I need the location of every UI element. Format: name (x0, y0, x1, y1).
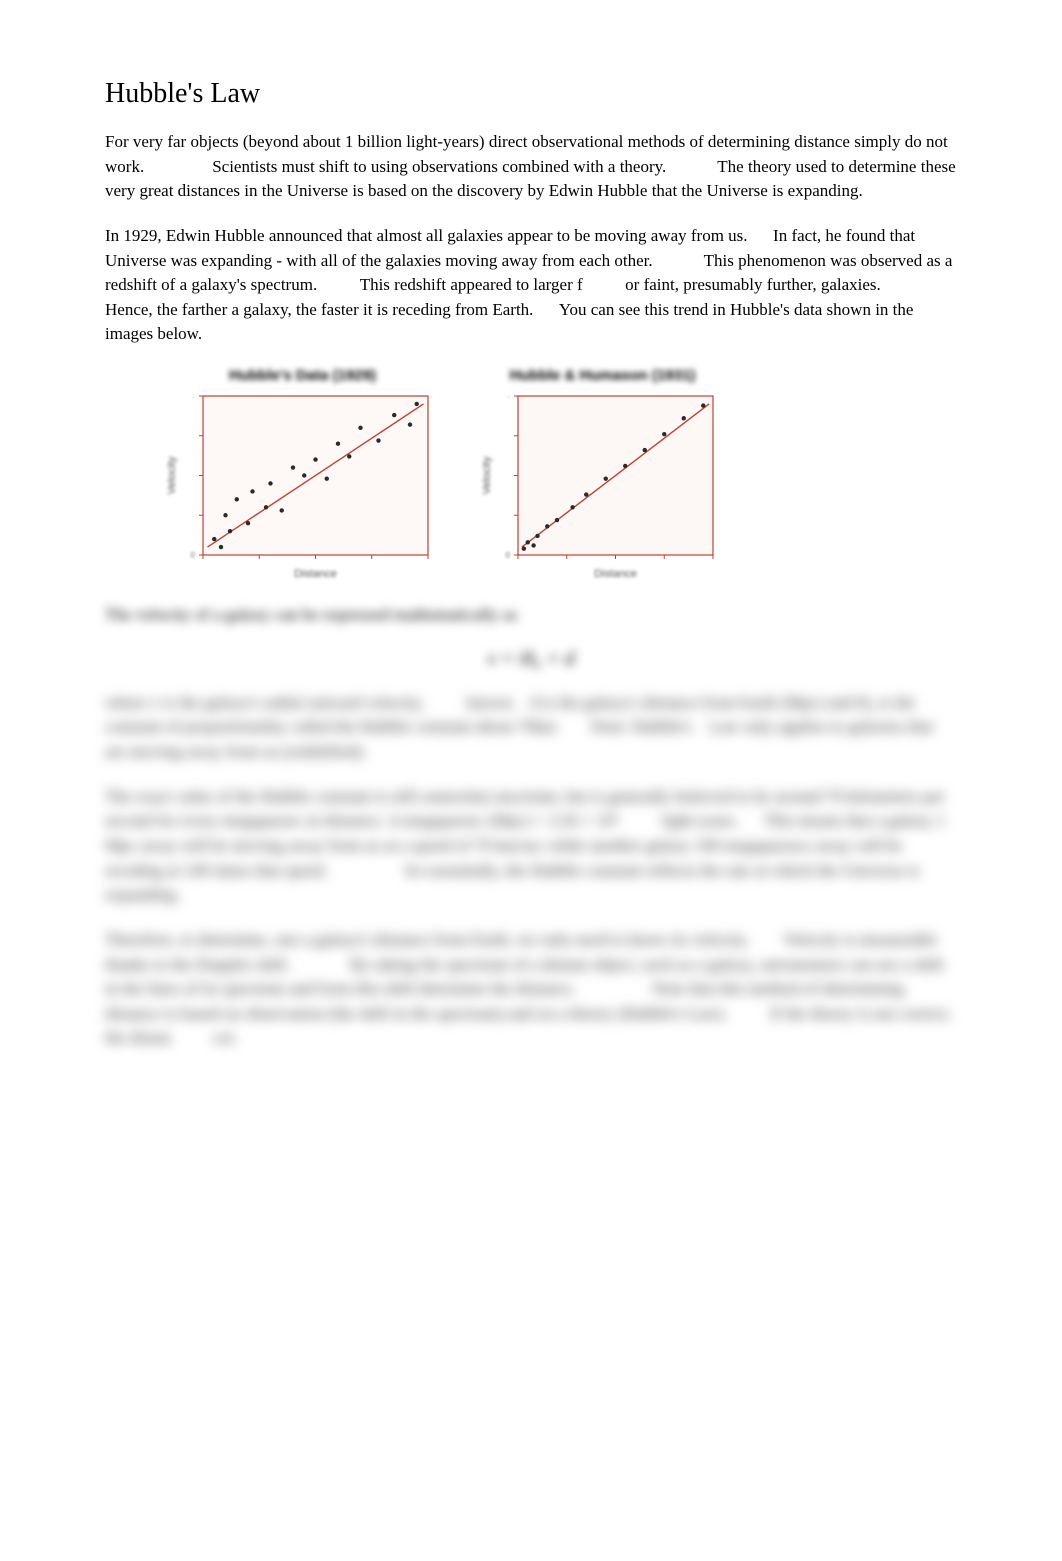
formula: v = H₀ × d (105, 648, 957, 671)
paragraph-1: For very far objects (beyond about 1 bil… (105, 130, 957, 204)
svg-text:·: · (192, 392, 195, 402)
svg-text:·: · (507, 392, 510, 402)
svg-text:Velocity: Velocity (481, 456, 493, 494)
paragraph-3-blurred: The velocity of a galaxy can be expresse… (105, 603, 957, 628)
paragraph-4-blurred: where v is the galaxy's radial outward v… (105, 691, 957, 765)
chart-1: Distance Velocity · 0 (165, 388, 440, 583)
charts-row: Hubble's Data (1929) DistanceVelocity·0 … (165, 367, 957, 583)
svg-text:Velocity: Velocity (166, 456, 178, 494)
chart-2: Distance Velocity · 0 (480, 388, 725, 583)
page-title: Hubble's Law (105, 78, 957, 110)
svg-text:0: 0 (191, 550, 196, 560)
chart-2-wrap: Hubble & Humason (1931) Distance Velocity… (480, 367, 725, 583)
chart-1-title: Hubble's Data (1929) (165, 367, 440, 384)
paragraph-6-blurred: Therefore, to determine, one a galaxy's … (105, 928, 957, 1051)
paragraph-5-blurred: The exact value of the Hubble constant i… (105, 785, 957, 908)
chart-1-wrap: Hubble's Data (1929) Distance Velocity · 0 (165, 367, 440, 583)
chart-2-title: Hubble & Humason (1931) (480, 367, 725, 384)
svg-text:Distance: Distance (594, 568, 637, 580)
paragraph-2: In 1929, Edwin Hubble announced that alm… (105, 224, 957, 347)
svg-text:Distance: Distance (294, 568, 337, 580)
svg-text:0: 0 (506, 550, 511, 560)
